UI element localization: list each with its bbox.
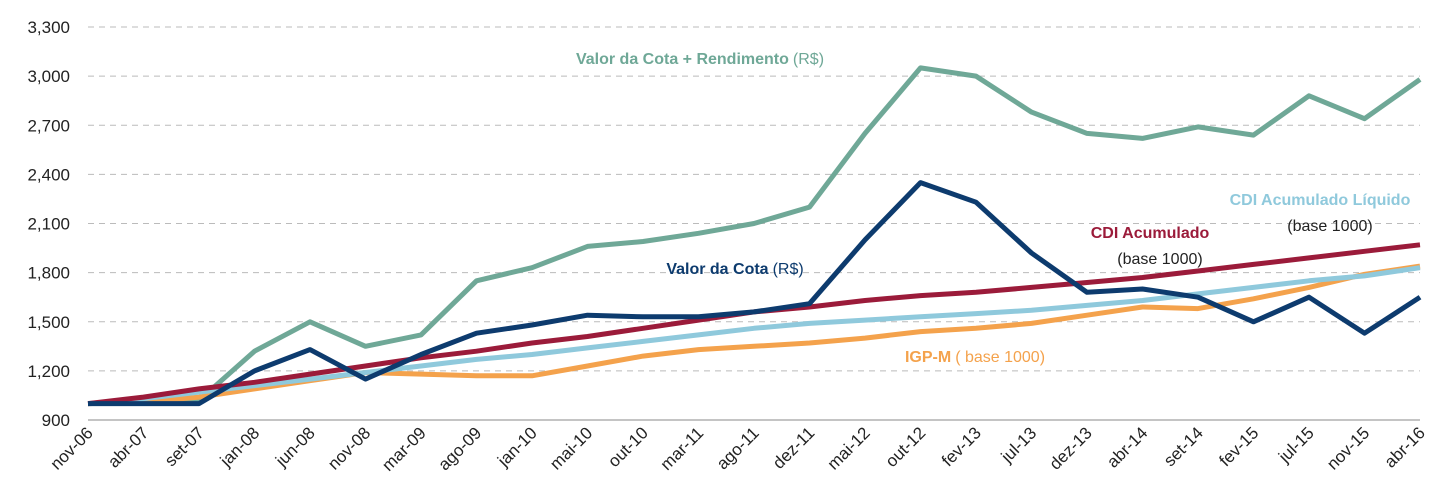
y-tick-label: 2,400: [27, 165, 70, 184]
x-tick-label: jun-08: [271, 423, 319, 471]
x-tick-label: jan-10: [493, 423, 541, 471]
y-tick-label: 2,700: [27, 116, 70, 135]
x-tick-label: dez-11: [769, 423, 818, 472]
x-tick-label: abr-14: [1103, 423, 1151, 471]
x-tick-label: set-07: [161, 423, 208, 470]
series-line: [88, 180, 1422, 407]
y-tick-label: 3,000: [27, 67, 70, 86]
y-tick-label: 1,200: [27, 362, 70, 381]
series-label: CDI Acumulado Líquido: [1230, 192, 1411, 209]
series-suffix: (R$): [773, 261, 804, 278]
x-tick-label: ago-11: [713, 423, 763, 473]
x-tick-label: abr-07: [104, 423, 152, 471]
x-tick-label: nov-15: [1323, 423, 1373, 473]
x-tick-label: jul-15: [1274, 423, 1318, 467]
series-name: Valor da Cota + Rendimento: [576, 51, 789, 68]
x-tick-label: out-10: [604, 423, 652, 471]
series-label: CDI Acumulado: [1091, 225, 1210, 242]
series-label: IGP-M( base 1000): [905, 349, 1045, 366]
series-suffix: ( base 1000): [955, 349, 1045, 366]
y-tick-label: 2,100: [27, 215, 70, 234]
x-tick-label: mar-09: [378, 423, 430, 475]
x-tick-label: fev-13: [938, 423, 985, 470]
series-name: Valor da Cota: [666, 261, 768, 278]
x-tick-label: dez-13: [1046, 423, 1096, 473]
x-tick-label: out-12: [882, 423, 930, 471]
y-tick-label: 1,800: [27, 264, 70, 283]
x-tick-label: jul-13: [997, 423, 1041, 467]
x-tick-label: abr-16: [1381, 423, 1429, 471]
x-tick-label: ago-09: [434, 423, 485, 474]
series-name: CDI Acumulado: [1091, 225, 1210, 242]
x-tick-label: fev-15: [1215, 423, 1262, 470]
series-suffix: (base 1000): [1117, 251, 1202, 268]
x-tick-label: nov-08: [324, 423, 374, 473]
series-suffix: (R$): [793, 51, 824, 68]
x-tick-label: mar-11: [657, 423, 708, 474]
series-name: IGP-M: [905, 349, 951, 366]
series-label: Valor da Cota (R$): [666, 261, 803, 278]
x-tick-label: mai-12: [824, 423, 874, 473]
y-tick-label: 1,500: [27, 313, 70, 332]
series-label: Valor da Cota + Rendimento (R$): [576, 51, 824, 68]
x-tick-label: jan-08: [216, 423, 264, 471]
y-tick-label: 3,300: [27, 18, 70, 37]
series-line: [87, 65, 1422, 407]
x-tick-label: nov-06: [47, 423, 97, 473]
series-name: CDI Acumulado Líquido: [1230, 192, 1411, 209]
x-tick-label: mai-10: [546, 423, 596, 473]
x-tick-label: set-14: [1160, 423, 1207, 470]
series-suffix: (base 1000): [1287, 218, 1372, 235]
y-tick-label: 900: [42, 411, 70, 430]
series-line: [87, 265, 1421, 407]
